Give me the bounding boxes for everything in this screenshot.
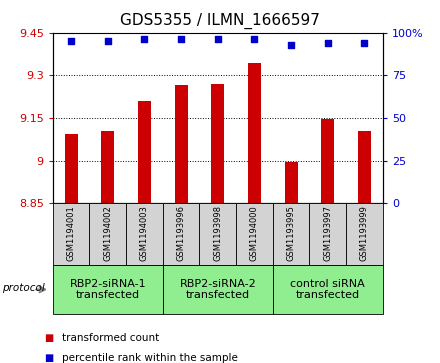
Bar [101, 131, 114, 203]
Point [251, 37, 258, 42]
Bar [273, 203, 309, 265]
Point [141, 37, 148, 42]
Text: percentile rank within the sample: percentile rank within the sample [62, 352, 238, 363]
Bar [273, 265, 383, 314]
Point [214, 37, 221, 42]
Bar [199, 203, 236, 265]
Text: GSM1193995: GSM1193995 [286, 205, 296, 261]
Text: ■: ■ [44, 333, 53, 343]
Bar [236, 203, 273, 265]
Text: GDS5355 / ILMN_1666597: GDS5355 / ILMN_1666597 [120, 13, 320, 29]
Point [324, 40, 331, 46]
Point [104, 38, 111, 44]
Bar [163, 265, 273, 314]
Bar [163, 203, 199, 265]
Bar [285, 162, 297, 203]
Point [361, 40, 368, 46]
Text: GSM1193999: GSM1193999 [360, 205, 369, 261]
Text: protocol: protocol [2, 283, 45, 293]
Bar [89, 203, 126, 265]
Bar [321, 119, 334, 203]
Text: GSM1193996: GSM1193996 [176, 205, 186, 261]
Bar [309, 203, 346, 265]
Text: RBP2-siRNA-1
transfected: RBP2-siRNA-1 transfected [70, 279, 146, 300]
Text: GSM1194003: GSM1194003 [140, 205, 149, 261]
Text: GSM1193998: GSM1193998 [213, 205, 222, 261]
Bar [126, 203, 163, 265]
Bar [248, 62, 261, 203]
Text: control siRNA
transfected: control siRNA transfected [290, 279, 365, 300]
Bar [175, 85, 187, 203]
Text: RBP2-siRNA-2
transfected: RBP2-siRNA-2 transfected [180, 279, 256, 300]
Bar [53, 203, 89, 265]
Text: GSM1194000: GSM1194000 [250, 205, 259, 261]
Text: transformed count: transformed count [62, 333, 159, 343]
Bar [358, 131, 371, 203]
Point [178, 37, 185, 42]
Bar [211, 84, 224, 203]
Bar [65, 134, 77, 203]
Text: ■: ■ [44, 352, 53, 363]
Bar [138, 101, 151, 203]
Text: GSM1194002: GSM1194002 [103, 205, 112, 261]
Text: GSM1193997: GSM1193997 [323, 205, 332, 261]
Bar [346, 203, 383, 265]
Point [288, 42, 295, 48]
Text: GSM1194001: GSM1194001 [66, 205, 76, 261]
Point [68, 38, 75, 44]
Bar [53, 265, 163, 314]
